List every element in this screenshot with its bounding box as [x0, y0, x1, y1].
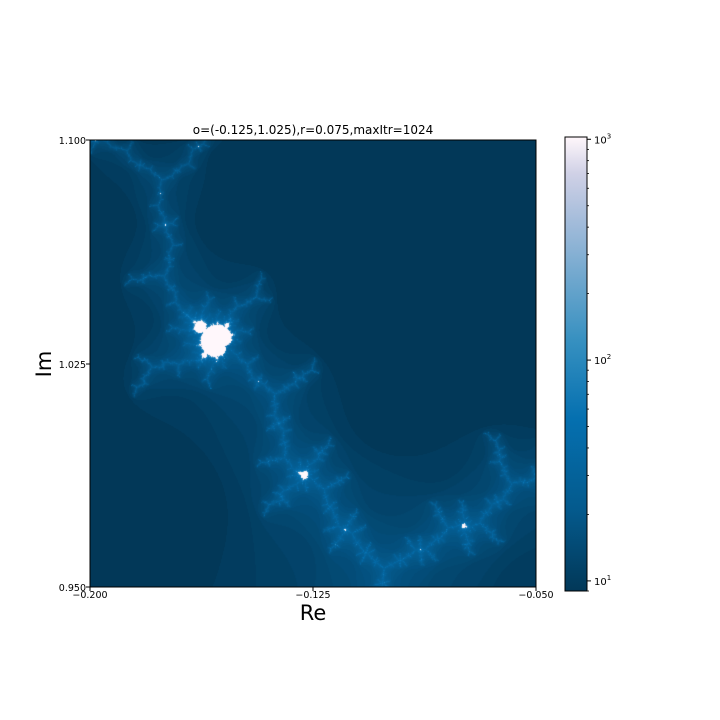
x-tick-label-0: −0.200 [72, 590, 107, 601]
colorbar-ticks: 101 102 103 [587, 132, 611, 592]
colorbar-tick-label-1: 102 [594, 353, 611, 367]
x-tick-label-2: −0.050 [518, 590, 553, 601]
x-axis-label: Re [300, 601, 327, 625]
colorbar-tick-label-0: 101 [594, 574, 611, 588]
y-tick-label-1: 1.025 [59, 360, 86, 371]
y-tick-label-2: 1.100 [59, 136, 86, 147]
y-axis: 0.950 1.025 1.100 Im [32, 136, 90, 594]
x-axis: −0.200 −0.125 −0.050 Re [72, 587, 554, 625]
y-tick-label-0: 0.950 [59, 583, 86, 594]
x-tick-label-1: −0.125 [295, 590, 330, 601]
colorbar: 101 102 103 [564, 132, 611, 592]
fractal-heatmap [90, 140, 536, 587]
y-axis-label: Im [32, 351, 56, 378]
chart-title: o=(-0.125,1.025),r=0.075,maxItr=1024 [193, 123, 434, 137]
colorbar-tick-label-2: 103 [594, 132, 611, 146]
colorbar-gradient [564, 136, 588, 592]
plot-area [89, 139, 537, 588]
